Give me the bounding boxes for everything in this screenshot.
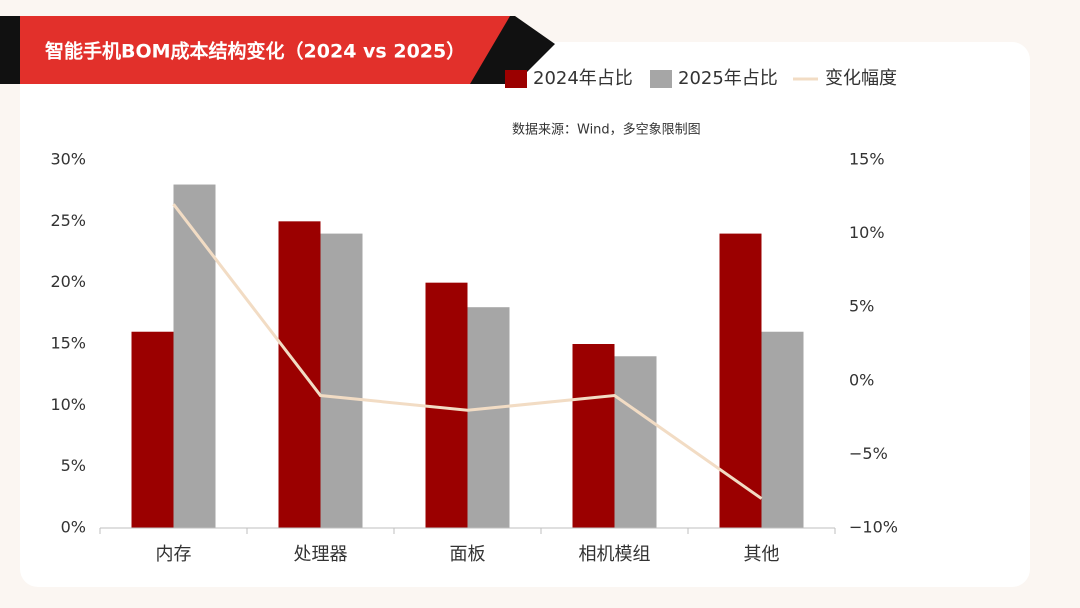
legend-swatch (650, 70, 672, 88)
y2-tick-label: −5% (849, 444, 888, 463)
y2-tick-label: 5% (849, 297, 874, 316)
y-tick-label: 15% (50, 334, 86, 353)
bar (467, 307, 510, 528)
y2-tick-label: −10% (849, 518, 898, 537)
y-tick-label: 0% (61, 518, 86, 537)
chart-title: 智能手机BOM成本结构变化（2024 vs 2025） (45, 40, 465, 63)
y2-tick-label: 0% (849, 370, 874, 389)
x-tick-label: 相机模组 (579, 544, 651, 565)
y-tick-label: 10% (50, 395, 86, 414)
legend: 2024年占比 2025年占比 变化幅度 (505, 68, 897, 89)
bar (572, 344, 615, 528)
x-tick-label: 内存 (156, 544, 192, 565)
bar (614, 356, 657, 528)
bar (131, 331, 174, 528)
bar (761, 331, 804, 528)
legend-label: 2025年占比 (678, 68, 778, 89)
line-series (172, 203, 763, 500)
banner (20, 16, 510, 84)
y-tick-label: 20% (50, 272, 86, 291)
x-tick-label: 处理器 (294, 544, 348, 565)
y-tick-label: 30% (50, 150, 86, 169)
legend-label: 变化幅度 (825, 68, 897, 89)
legend-label: 2024年占比 (533, 68, 633, 89)
bar (278, 221, 321, 529)
bar (719, 233, 762, 528)
bar (173, 184, 216, 529)
y2-tick-label: 10% (849, 223, 885, 242)
x-tick-label: 面板 (450, 544, 486, 565)
y-tick-label: 5% (61, 456, 86, 475)
legend-swatch (505, 70, 527, 88)
x-tick-label: 其他 (744, 544, 780, 565)
bar (320, 233, 363, 528)
y-tick-label: 25% (50, 211, 86, 230)
y2-tick-label: 15% (849, 150, 885, 169)
source-note: 数据来源：Wind，多空象限制图 (512, 122, 701, 138)
